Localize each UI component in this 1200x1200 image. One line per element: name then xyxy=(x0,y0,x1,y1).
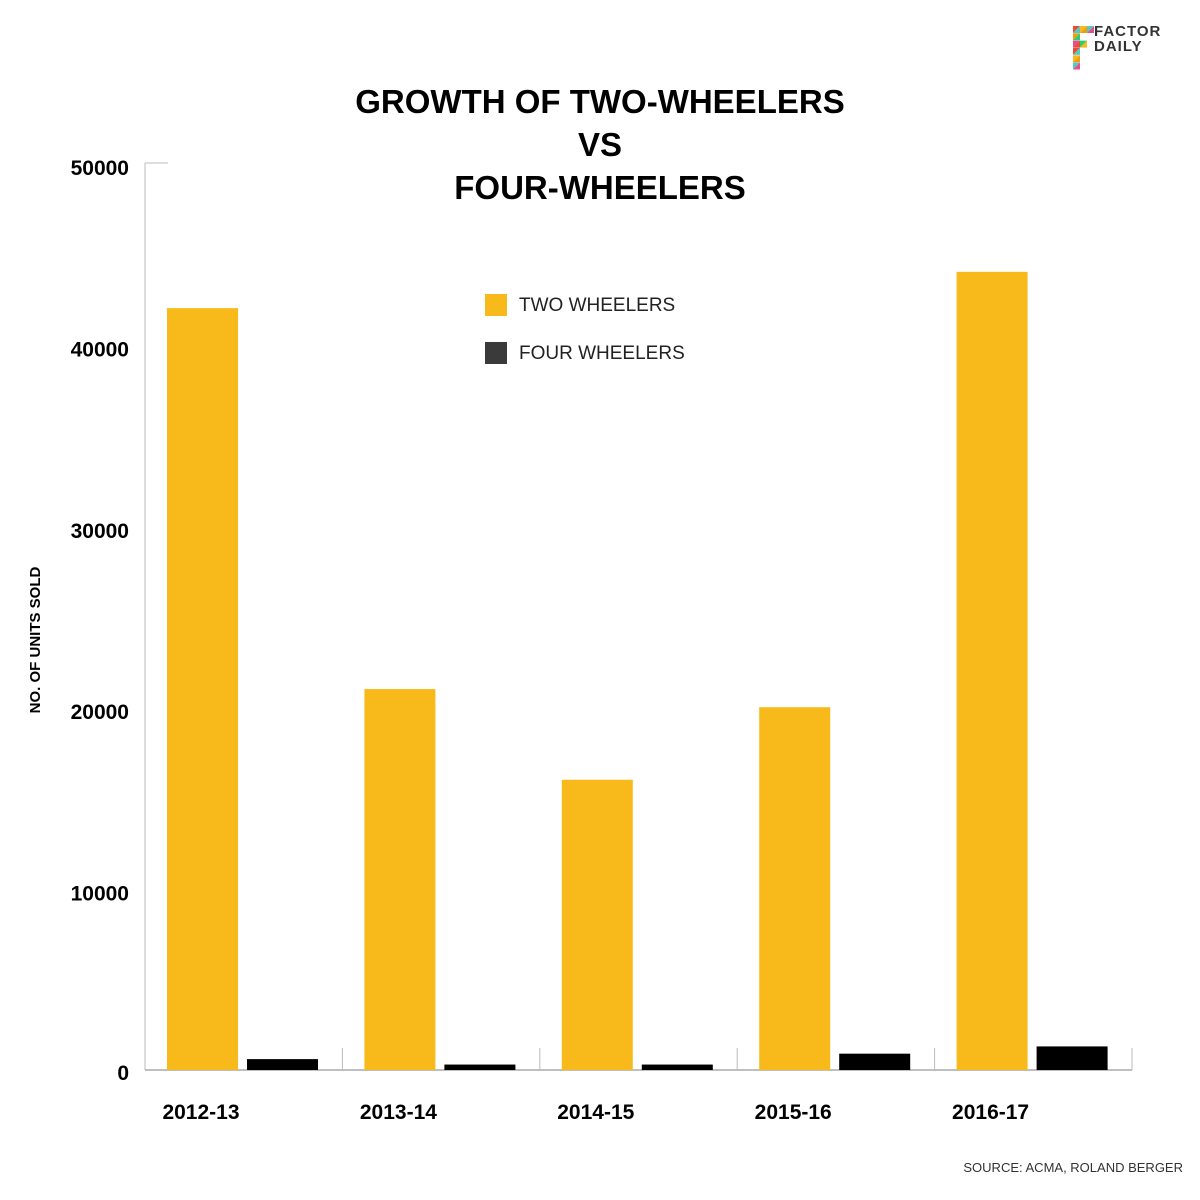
logo-triangle xyxy=(1073,62,1080,70)
logo-triangle xyxy=(1073,40,1080,48)
logo-triangle xyxy=(1073,55,1080,63)
logo-triangle xyxy=(1073,26,1080,33)
bar-four-wheelers-2015-16 xyxy=(839,1053,911,1070)
x-tick-label: 2013-14 xyxy=(360,1101,437,1124)
legend-swatch-four-wheelers xyxy=(485,342,507,364)
title-line-2: VS xyxy=(578,126,622,163)
y-tick-label: 40000 xyxy=(71,338,129,361)
y-tick-label: 10000 xyxy=(71,883,129,906)
bar-four-wheelers-2014-15 xyxy=(641,1064,713,1070)
logo-triangle xyxy=(1087,26,1094,33)
legend-label-four-wheelers: FOUR WHEELERS xyxy=(519,343,685,364)
bar-four-wheelers-2013-14 xyxy=(444,1064,516,1070)
bars xyxy=(167,271,1108,1071)
bar-four-wheelers-2012-13 xyxy=(247,1059,318,1070)
legend-swatch-two-wheelers xyxy=(485,294,507,316)
y-tick-label: 0 xyxy=(117,1062,129,1085)
factor-daily-logo: FACTOR DAILY xyxy=(1073,23,1161,70)
legend: TWO WHEELERS FOUR WHEELERS xyxy=(485,294,685,364)
title-line-3: FOUR-WHEELERS xyxy=(454,169,746,206)
bar-two-wheelers-2016-17 xyxy=(956,271,1028,1071)
logo-mark-icon xyxy=(1073,26,1094,70)
logo-triangle xyxy=(1080,40,1087,48)
chart-title: GROWTH OF TWO-WHEELERS VS FOUR-WHEELERS xyxy=(355,83,844,206)
bar-four-wheelers-2016-17 xyxy=(1036,1046,1108,1070)
bar-two-wheelers-2012-13 xyxy=(167,308,238,1070)
y-tick-label: 20000 xyxy=(71,701,129,724)
bar-two-wheelers-2013-14 xyxy=(364,689,436,1070)
legend-label-two-wheelers: TWO WHEELERS xyxy=(519,295,675,316)
bar-two-wheelers-2014-15 xyxy=(561,779,633,1070)
x-tick-label: 2016-17 xyxy=(952,1101,1029,1124)
logo-triangle xyxy=(1073,33,1080,41)
bar-two-wheelers-2015-16 xyxy=(759,707,831,1070)
logo-text-daily: DAILY xyxy=(1094,38,1143,55)
x-tick-label: 2012-13 xyxy=(162,1101,239,1124)
y-axis-label: NO. OF UNITS SOLD xyxy=(27,567,44,714)
x-tick-label: 2014-15 xyxy=(557,1101,634,1124)
title-line-1: GROWTH OF TWO-WHEELERS xyxy=(355,83,844,120)
y-tick-label: 50000 xyxy=(71,157,129,180)
source-note: SOURCE: ACMA, ROLAND BERGER xyxy=(963,1160,1183,1175)
logo-triangle xyxy=(1073,47,1080,55)
logo-text-factor: FACTOR xyxy=(1094,23,1161,40)
logo-triangle xyxy=(1080,26,1087,33)
x-tick-label: 2015-16 xyxy=(755,1101,832,1124)
y-tick-label: 30000 xyxy=(71,520,129,543)
